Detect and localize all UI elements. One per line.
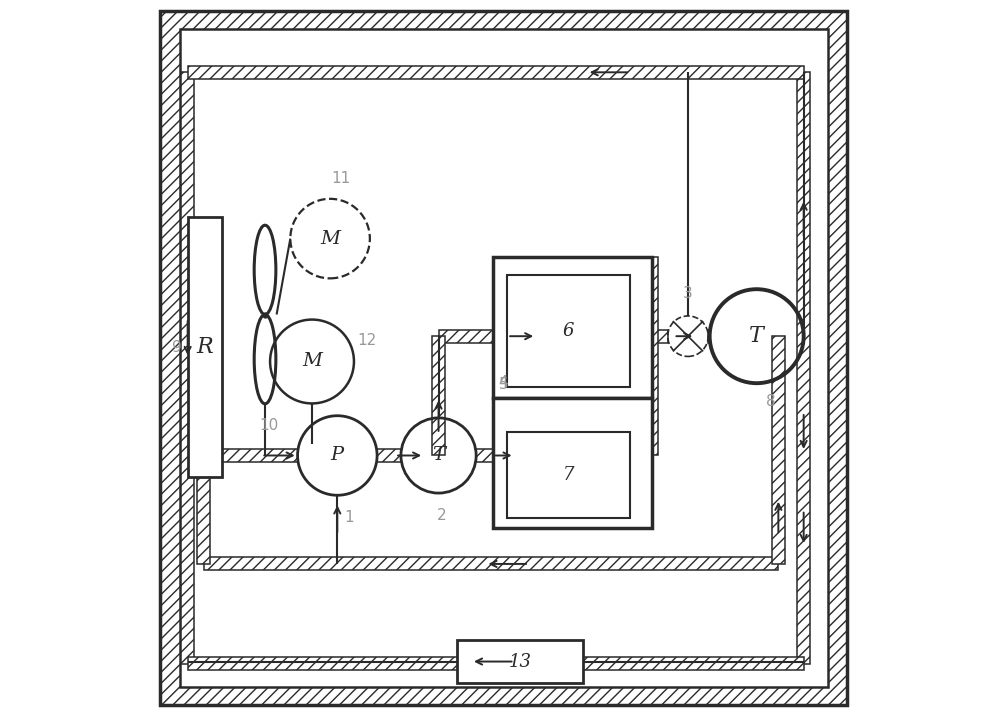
- Bar: [507, 275, 630, 387]
- Text: M: M: [320, 230, 340, 247]
- Text: 3: 3: [683, 286, 693, 301]
- Bar: [197, 455, 210, 564]
- Bar: [493, 398, 652, 528]
- Text: 1: 1: [344, 510, 354, 525]
- Text: 7: 7: [563, 466, 574, 484]
- Bar: [652, 330, 668, 343]
- Bar: [645, 257, 658, 455]
- Text: T: T: [432, 447, 445, 464]
- Text: 12: 12: [358, 333, 377, 348]
- Bar: [188, 66, 804, 79]
- Text: M: M: [302, 353, 322, 370]
- Text: 6: 6: [563, 322, 574, 340]
- Text: 5: 5: [499, 377, 508, 392]
- Bar: [204, 557, 778, 570]
- Text: 4: 4: [499, 375, 508, 390]
- Text: 13: 13: [508, 653, 531, 670]
- Bar: [377, 449, 401, 462]
- Text: 11: 11: [331, 171, 351, 186]
- Bar: [181, 72, 194, 664]
- Bar: [180, 29, 828, 687]
- Bar: [432, 336, 445, 455]
- Bar: [457, 640, 583, 683]
- Text: T: T: [749, 325, 764, 347]
- Bar: [493, 257, 652, 398]
- Text: 8: 8: [766, 394, 776, 409]
- Bar: [797, 72, 810, 664]
- Bar: [188, 657, 804, 670]
- Text: R: R: [197, 336, 213, 358]
- Text: P: P: [331, 447, 344, 464]
- Text: 2: 2: [437, 508, 447, 523]
- Bar: [507, 432, 630, 518]
- Bar: [772, 336, 785, 564]
- Bar: [439, 330, 493, 343]
- Bar: [204, 449, 298, 462]
- Bar: [188, 217, 222, 477]
- Text: 9: 9: [172, 340, 182, 354]
- Bar: [476, 449, 493, 462]
- Bar: [708, 330, 710, 343]
- Text: 10: 10: [259, 418, 278, 432]
